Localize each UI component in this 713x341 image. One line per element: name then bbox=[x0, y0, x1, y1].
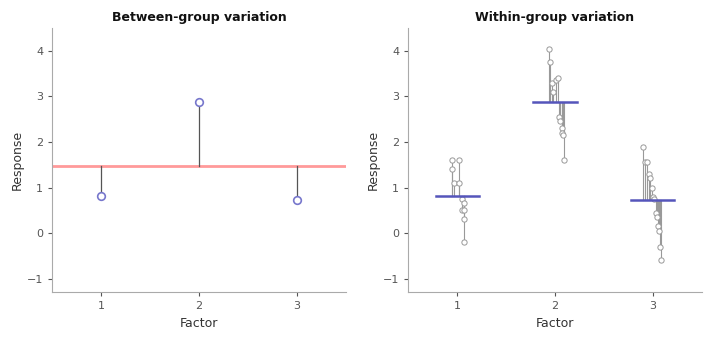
X-axis label: Factor: Factor bbox=[180, 317, 218, 330]
Title: Between-group variation: Between-group variation bbox=[112, 11, 287, 24]
X-axis label: Factor: Factor bbox=[535, 317, 574, 330]
Y-axis label: Response: Response bbox=[11, 130, 24, 190]
Y-axis label: Response: Response bbox=[367, 130, 380, 190]
Title: Within-group variation: Within-group variation bbox=[476, 11, 635, 24]
